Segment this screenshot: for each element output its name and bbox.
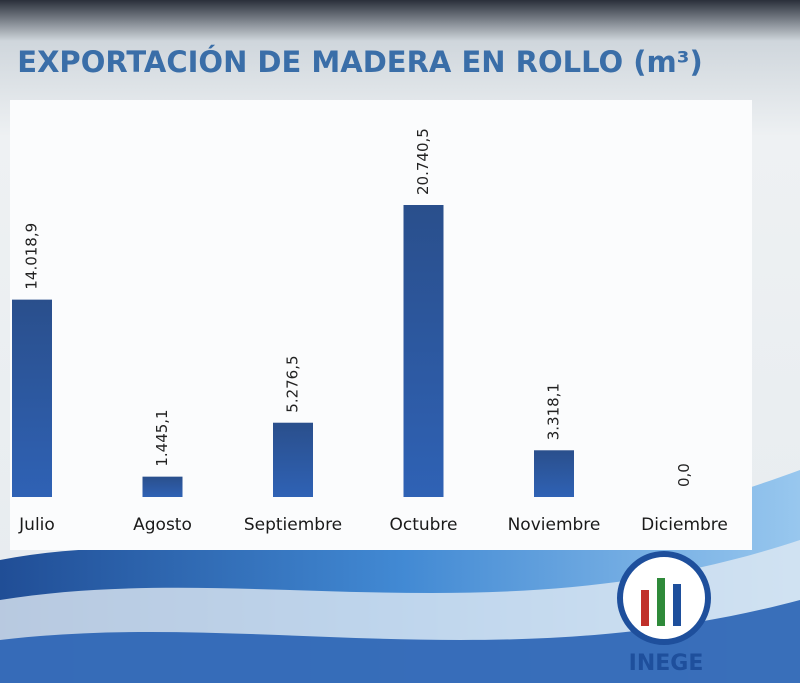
logo-bar <box>657 578 665 626</box>
logo-bar <box>673 584 681 626</box>
bar <box>142 476 183 497</box>
bar <box>403 205 444 497</box>
wave <box>0 600 800 683</box>
value-label: 5.276,5 <box>284 355 302 412</box>
x-tick-label: Agosto <box>133 515 192 535</box>
x-tick-label: Diciembre <box>641 515 728 535</box>
x-tick-label: Octubre <box>389 515 457 535</box>
plot-area <box>10 100 752 550</box>
bar <box>12 299 52 497</box>
x-tick-label: Septiembre <box>244 515 342 535</box>
value-label: 14.018,9 <box>23 223 41 290</box>
x-tick-label: Noviembre <box>508 515 601 535</box>
value-label: 0,0 <box>675 463 693 487</box>
logo-text: INEGE <box>629 651 704 676</box>
logo: INEGE <box>617 551 711 676</box>
value-label: 1.445,1 <box>153 409 171 466</box>
bar <box>534 450 574 497</box>
x-tick-label: Julio <box>18 515 55 535</box>
value-label: 3.318,1 <box>545 383 563 440</box>
logo-bar <box>641 590 649 626</box>
chart-title: EXPORTACIÓN DE MADERA EN ROLLO (m³) <box>17 45 702 79</box>
bar <box>273 422 313 497</box>
value-label: 20.740,5 <box>414 128 432 195</box>
